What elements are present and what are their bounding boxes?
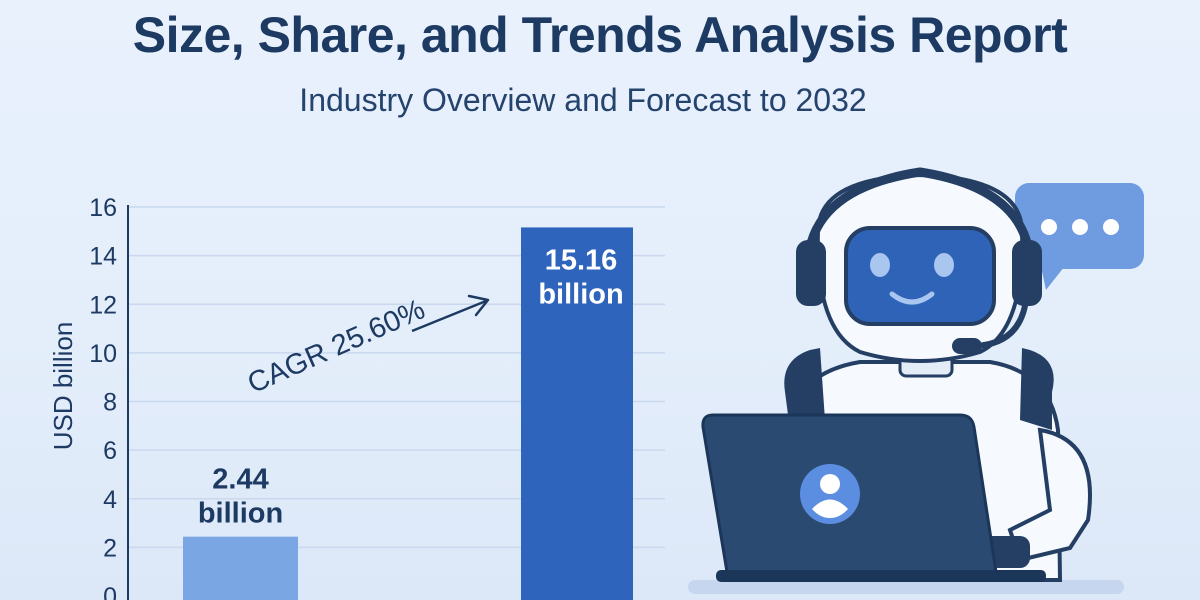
y-tick-label: 4 bbox=[103, 486, 117, 514]
y-tick-label: 14 bbox=[89, 243, 117, 271]
y-axis-ticks: 0 2 4 6 8 10 12 14 16 bbox=[89, 194, 117, 600]
cagr-arrow bbox=[411, 294, 490, 333]
bar-1-label: 2.44 bbox=[212, 464, 268, 496]
y-tick-label: 2 bbox=[103, 534, 117, 562]
user-icon bbox=[800, 464, 860, 524]
laptop-icon bbox=[701, 413, 1046, 582]
y-tick-label: 12 bbox=[89, 291, 117, 319]
y-axis-label: USD billion bbox=[48, 322, 78, 451]
bar-1-label: billion bbox=[198, 498, 283, 530]
y-tick-label: 10 bbox=[89, 340, 117, 368]
robot-head bbox=[796, 167, 1042, 363]
page-subtitle: Industry Overview and Forecast to 2032 bbox=[299, 82, 867, 118]
bar-2 bbox=[521, 227, 633, 600]
bar-2-label: 15.16 bbox=[545, 244, 618, 276]
y-tick-label: 16 bbox=[89, 194, 117, 222]
bar-2-label: billion bbox=[538, 278, 623, 310]
bars bbox=[183, 227, 633, 600]
desk-surface bbox=[688, 580, 1124, 594]
page-title: Size, Share, and Trends Analysis Report bbox=[132, 7, 1068, 63]
y-tick-label: 0 bbox=[103, 583, 117, 600]
y-tick-label: 6 bbox=[103, 437, 117, 465]
speech-bubble-icon bbox=[1015, 183, 1144, 290]
robot-face-screen bbox=[844, 226, 996, 326]
y-tick-label: 8 bbox=[103, 389, 117, 417]
bar-1 bbox=[183, 536, 298, 600]
